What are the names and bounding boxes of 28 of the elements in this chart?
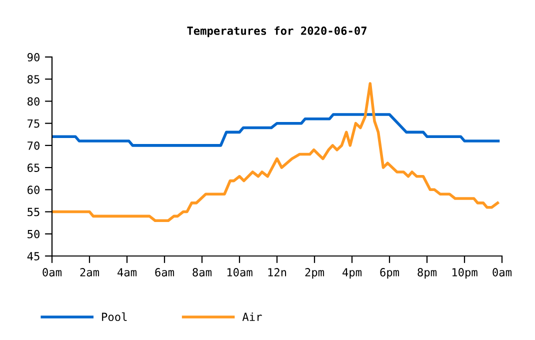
line-series (52, 113, 500, 147)
x-tick-label: 6am (155, 268, 174, 276)
chart-title: Temperatures for 2020-06-07 (187, 26, 366, 38)
y-tick-label: 85 (28, 75, 40, 84)
y-tick-label: 65 (28, 164, 40, 172)
x-tick-label: 10am (227, 268, 252, 276)
y-tick-label: 70 (28, 141, 40, 150)
x-tick-label: 4am (118, 268, 137, 276)
x-tick-label: 2pm (305, 268, 324, 279)
y-tick-label: 45 (27, 252, 40, 260)
y-tick-label: 90 (28, 53, 40, 62)
line-series (52, 82, 500, 222)
x-tick-label: 0am (42, 268, 62, 276)
y-tick-label: 50 (28, 230, 40, 238)
y-tick-label: 80 (28, 97, 40, 106)
x-tick-label: 4pm (342, 268, 362, 279)
x-tick-label: 10pm (452, 268, 478, 279)
x-tick-label: 0am (492, 268, 512, 276)
y-tick-label: 55 (28, 208, 40, 216)
x-tick-label: 2am (80, 268, 100, 276)
legend-label: Pool (102, 312, 127, 322)
x-tick-label: 12n (268, 268, 286, 276)
y-tick-label: 60 (28, 186, 40, 194)
legend-label: Air (242, 312, 262, 321)
x-tick-label: 8am (192, 268, 212, 276)
x-tick-label: 6pm (380, 268, 400, 279)
y-tick-label: 75 (28, 119, 40, 128)
x-tick-label: 8pm (418, 268, 437, 279)
